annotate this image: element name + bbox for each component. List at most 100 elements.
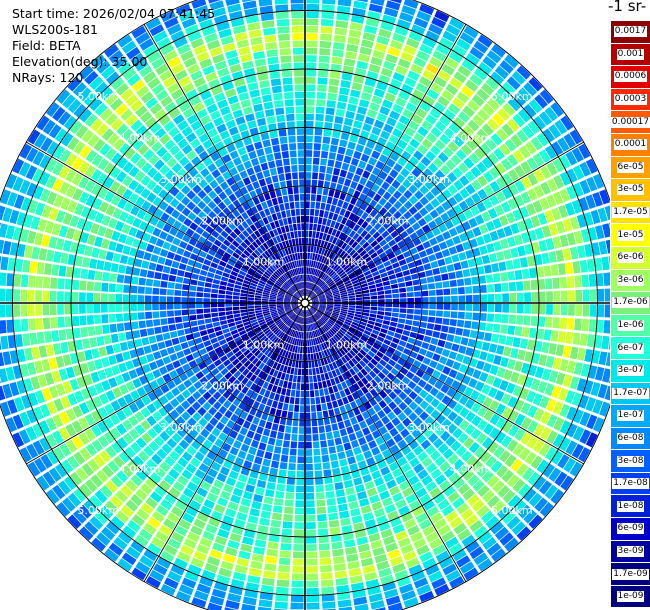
beta-cell xyxy=(408,475,420,486)
beta-cell xyxy=(137,303,145,311)
beta-cell xyxy=(240,410,249,420)
beta-cell xyxy=(285,327,291,334)
beta-cell xyxy=(215,421,225,431)
beta-cell xyxy=(140,407,151,418)
beta-cell xyxy=(221,324,229,330)
beta-cell xyxy=(315,269,320,277)
beta-cell xyxy=(433,101,446,114)
beta-cell xyxy=(301,289,304,296)
beta-cell xyxy=(108,303,116,313)
beta-cell xyxy=(122,175,133,187)
beta-cell xyxy=(500,238,509,250)
beta-cell xyxy=(284,248,289,256)
beta-cell xyxy=(396,18,411,30)
beta-cell xyxy=(250,232,258,241)
beta-cell xyxy=(264,146,273,155)
beta-cell xyxy=(320,240,325,248)
beta-cell xyxy=(256,342,264,349)
beta-cell xyxy=(155,504,169,517)
beta-cell xyxy=(341,296,348,299)
beta-cell xyxy=(428,254,437,262)
beta-cell xyxy=(305,230,309,238)
beta-cell xyxy=(317,320,322,327)
beta-cell xyxy=(104,228,114,239)
beta-cell xyxy=(553,417,565,431)
beta-cell xyxy=(178,335,187,343)
beta-cell xyxy=(340,465,350,474)
beta-cell xyxy=(319,306,326,309)
beta-cell xyxy=(174,499,188,511)
beta-cell xyxy=(130,285,138,294)
beta-cell xyxy=(347,410,355,419)
beta-cell xyxy=(237,373,245,382)
beta-cell xyxy=(338,358,345,366)
beta-cell xyxy=(514,326,523,337)
beta-cell xyxy=(290,595,304,603)
beta-cell xyxy=(196,342,205,350)
beta-cell xyxy=(244,589,258,599)
beta-cell xyxy=(309,291,314,298)
beta-cell xyxy=(196,108,208,119)
beta-cell xyxy=(58,426,71,441)
beta-cell xyxy=(464,424,476,436)
beta-cell xyxy=(534,254,543,266)
beta-cell xyxy=(339,405,347,414)
beta-cell xyxy=(378,332,387,339)
beta-cell xyxy=(551,207,562,221)
beta-cell xyxy=(441,273,449,281)
beta-cell xyxy=(566,360,576,374)
beta-cell xyxy=(524,243,533,255)
beta-cell xyxy=(183,57,197,68)
beta-cell xyxy=(291,304,298,307)
beta-cell xyxy=(370,539,383,550)
beta-cell xyxy=(244,260,252,267)
beta-cell xyxy=(172,376,182,386)
beta-cell xyxy=(413,538,427,549)
beta-cell xyxy=(229,532,242,543)
beta-cell xyxy=(160,384,170,394)
beta-cell xyxy=(186,114,199,125)
beta-cell xyxy=(208,248,217,257)
beta-cell xyxy=(358,498,370,507)
beta-cell xyxy=(217,334,225,341)
beta-cell xyxy=(426,506,440,518)
beta-cell xyxy=(226,247,234,255)
beta-cell xyxy=(530,136,543,151)
beta-cell xyxy=(412,345,421,353)
beta-cell xyxy=(388,274,397,280)
beta-cell xyxy=(313,314,319,321)
beta-cell xyxy=(384,311,392,317)
beta-cell xyxy=(319,388,325,397)
beta-cell xyxy=(194,451,205,462)
beta-cell xyxy=(191,195,202,205)
beta-cell xyxy=(325,309,333,314)
beta-cell xyxy=(504,138,517,152)
beta-cell xyxy=(429,450,441,461)
beta-cell xyxy=(346,493,357,503)
beta-cell xyxy=(460,85,474,98)
beta-cell xyxy=(497,107,511,121)
beta-cell xyxy=(281,285,288,291)
beta-cell xyxy=(122,432,134,445)
beta-cell xyxy=(448,369,458,379)
beta-cell xyxy=(285,293,292,297)
beta-cell xyxy=(240,99,252,108)
beta-cell xyxy=(270,290,278,294)
beta-cell xyxy=(372,366,381,375)
beta-cell xyxy=(305,281,308,289)
beta-cell xyxy=(202,205,212,215)
beta-cell xyxy=(514,165,526,178)
beta-cell xyxy=(530,378,541,391)
beta-cell xyxy=(241,221,249,229)
beta-cell xyxy=(320,151,329,159)
beta-cell xyxy=(330,534,342,543)
beta-cell xyxy=(528,492,543,507)
beta-cell xyxy=(343,264,350,271)
beta-cell xyxy=(309,260,312,267)
beta-cell xyxy=(295,283,299,290)
beta-cell xyxy=(407,380,417,390)
beta-cell xyxy=(276,251,282,259)
beta-cell xyxy=(362,85,374,95)
beta-cell xyxy=(190,138,201,149)
beta-cell xyxy=(144,116,157,129)
